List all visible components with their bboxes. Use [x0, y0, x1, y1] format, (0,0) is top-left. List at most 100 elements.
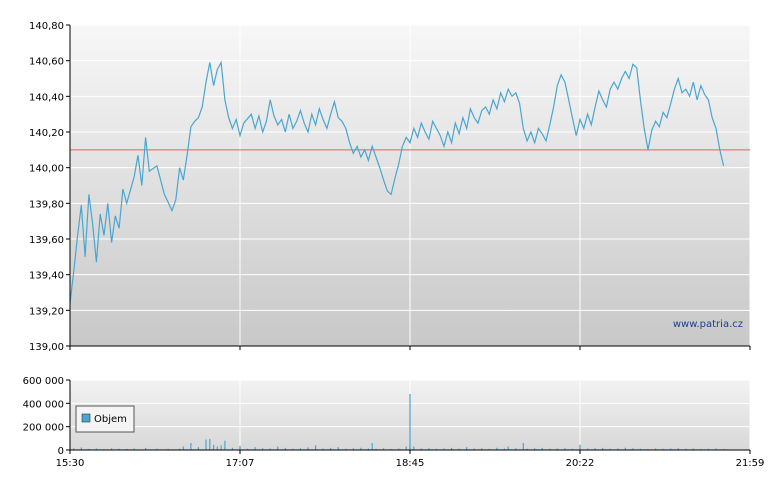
volume-bar: [345, 448, 347, 450]
volume-bar: [534, 448, 536, 451]
price-series-line: [69, 60, 725, 304]
volume-bar: [292, 448, 294, 450]
volume-y-tick-label: 200 000: [23, 423, 64, 434]
volume-bar: [330, 447, 332, 450]
volume-bar: [571, 448, 573, 450]
legend-swatch: [81, 413, 91, 423]
volume-bar: [670, 448, 672, 450]
volume-bar: [587, 448, 589, 450]
volume-bar: [428, 448, 430, 451]
price-y-tick-label: 140,00: [29, 164, 64, 175]
volume-bar: [677, 448, 679, 451]
volume-bar: [526, 448, 528, 450]
volume-bar: [167, 448, 169, 450]
volume-bar: [481, 448, 483, 451]
volume-bar: [156, 448, 158, 450]
volume-bar: [624, 447, 626, 450]
volume-bars: [73, 394, 725, 451]
volume-bar: [367, 448, 369, 450]
price-y-axis: 139,00 139,20 139,40 139,60 139,80 140,00 140,…: [29, 21, 70, 353]
volume-y-tick-label: 0: [58, 446, 64, 457]
price-y-tick-label: 139,00: [29, 342, 64, 353]
volume-bar: [73, 448, 75, 451]
volume-bar: [209, 438, 211, 450]
price-y-tick-label: 140,20: [29, 128, 64, 139]
volume-bar: [692, 448, 694, 450]
volume-bar: [451, 447, 453, 450]
watermark: www.patria.cz: [673, 319, 743, 330]
volume-bar: [80, 447, 82, 450]
volume-bar: [315, 445, 317, 450]
volume-bar: [197, 447, 199, 450]
volume-y-tick-label: 400 000: [23, 399, 64, 410]
volume-bar: [111, 448, 113, 450]
volume-bar: [284, 447, 286, 450]
volume-bar: [383, 448, 385, 451]
price-y-tick-label: 140,40: [29, 92, 64, 103]
x-tick-label: 20:22: [566, 458, 595, 469]
volume-bar: [262, 448, 264, 451]
volume-bar: [662, 448, 664, 450]
volume-bar: [496, 447, 498, 450]
volume-y-axis: 0 200 000 400 000 600 000: [23, 376, 70, 457]
volume-bar: [247, 448, 249, 450]
volume-bar: [299, 448, 301, 451]
volume-bar: [507, 446, 509, 450]
volume-bar: [145, 447, 147, 450]
volume-bar: [435, 448, 437, 450]
volume-bar: [420, 448, 422, 450]
volume-bar: [398, 448, 400, 450]
volume-bar: [413, 446, 415, 450]
volume-bar: [371, 443, 373, 450]
volume-bar: [269, 448, 271, 450]
volume-bar: [632, 448, 634, 451]
price-y-tick-label: 139,60: [29, 235, 64, 246]
volume-bar: [337, 447, 339, 450]
x-tick-label: 18:45: [396, 458, 425, 469]
volume-bar: [375, 448, 377, 450]
volume-bar: [307, 447, 309, 450]
volume-bar: [639, 448, 641, 450]
volume-bar: [213, 444, 215, 451]
price-y-tick-label: 140,80: [29, 21, 64, 32]
volume-bar: [458, 448, 460, 450]
price-y-tick-label: 139,80: [29, 199, 64, 210]
volume-bar: [95, 448, 97, 450]
volume-bar: [88, 448, 90, 450]
volume-legend: Objem: [75, 405, 135, 433]
volume-bar: [360, 447, 362, 450]
x-tick-label: 21:59: [736, 458, 765, 469]
volume-bar: [515, 448, 517, 451]
x-tick-label: 15:30: [56, 458, 85, 469]
volume-bar: [254, 447, 256, 450]
volume-bar: [685, 448, 687, 450]
volume-bar: [715, 448, 717, 450]
price-x-ticks: [69, 346, 751, 350]
volume-bar: [549, 448, 551, 450]
volume-bar: [126, 448, 128, 450]
volume-bar: [473, 448, 475, 450]
volume-bar: [133, 448, 135, 450]
volume-bar: [503, 448, 505, 450]
volume-bar: [277, 446, 279, 450]
volume-bar: [564, 448, 566, 451]
volume-bar: [409, 394, 411, 450]
volume-bar: [239, 445, 241, 450]
volume-bar: [655, 448, 657, 450]
price-panel: 139,00 139,20 139,40 139,60 139,80 140,00 140,…: [29, 21, 751, 353]
volume-bar: [707, 448, 709, 450]
volume-bar: [224, 440, 226, 450]
price-y-tick-label: 139,40: [29, 271, 64, 282]
volume-bar: [579, 444, 581, 451]
volume-bar: [179, 448, 181, 450]
price-y-tick-label: 139,20: [29, 306, 64, 317]
volume-bar: [216, 446, 218, 450]
price-y-tick-label: 140,60: [29, 57, 64, 68]
volume-bar: [617, 448, 619, 450]
volume-bar: [522, 443, 524, 450]
volume-bar: [602, 447, 604, 450]
volume-bar: [556, 448, 558, 450]
volume-bar: [405, 446, 407, 450]
volume-bar: [443, 448, 445, 450]
